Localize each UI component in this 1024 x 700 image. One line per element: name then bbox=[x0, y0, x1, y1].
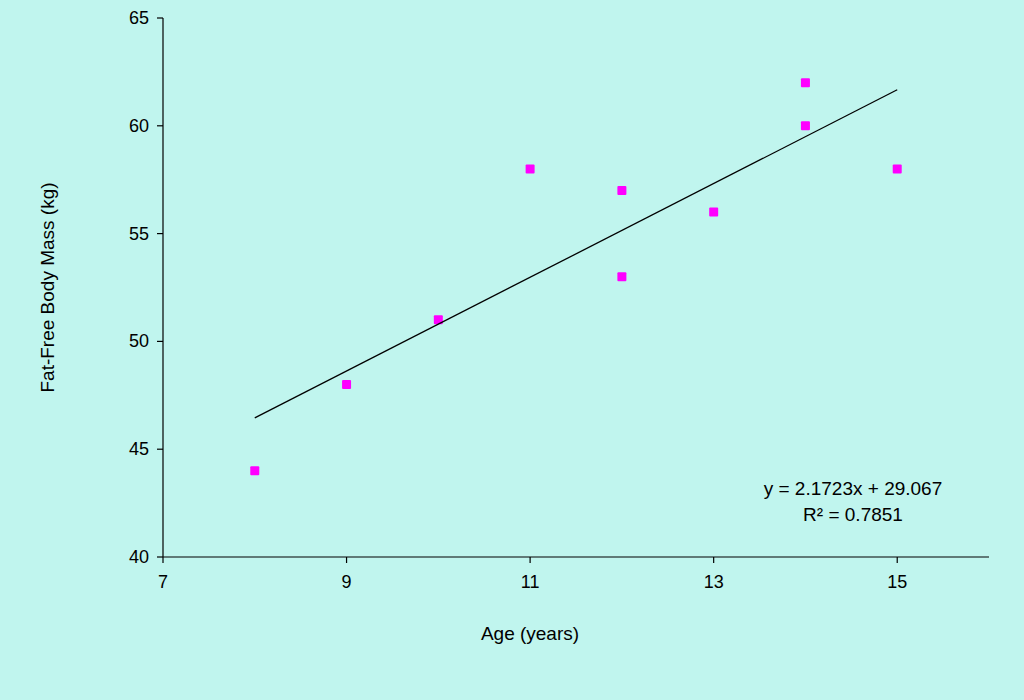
x-tick bbox=[897, 557, 898, 563]
x-tick-label: 13 bbox=[704, 572, 724, 592]
y-tick-label: 65 bbox=[129, 8, 149, 28]
plot-marks bbox=[250, 78, 901, 475]
data-point bbox=[801, 78, 810, 87]
x-tick bbox=[346, 557, 347, 563]
trend-line bbox=[255, 90, 897, 418]
data-point bbox=[801, 121, 810, 130]
x-tick bbox=[162, 557, 163, 563]
y-tick-label: 50 bbox=[129, 331, 149, 351]
y-tick bbox=[157, 125, 163, 126]
data-point bbox=[342, 380, 351, 389]
x-axis bbox=[163, 556, 989, 557]
x-tick-label: 15 bbox=[887, 572, 907, 592]
annotation: R² = 0.7851 bbox=[803, 504, 903, 525]
y-axis-label: Fat-Free Body Mass (kg) bbox=[37, 182, 58, 392]
chart: 7 9 11 13 15 40 45 50 55 60 65 Age (years) Fat-Free … bbox=[0, 0, 1024, 700]
data-point bbox=[526, 164, 535, 173]
x-tick-label: 7 bbox=[158, 572, 168, 592]
data-point bbox=[617, 272, 626, 281]
x-tick bbox=[713, 557, 714, 563]
x-tick-label: 11 bbox=[521, 572, 540, 592]
y-tick bbox=[157, 17, 163, 18]
y-tick-label: 55 bbox=[129, 224, 149, 244]
annotation: y = 2.1723x + 29.067 bbox=[764, 478, 943, 499]
x-axis-label: Age (years) bbox=[481, 623, 579, 644]
y-tick-label: 45 bbox=[129, 439, 149, 459]
y-tick-label: 40 bbox=[129, 547, 149, 567]
x-tick-label: 9 bbox=[342, 572, 352, 592]
data-point bbox=[709, 208, 718, 217]
data-point bbox=[617, 186, 626, 195]
y-tick bbox=[157, 341, 163, 342]
y-tick-label: 60 bbox=[129, 116, 149, 136]
x-tick bbox=[530, 557, 531, 563]
y-tick bbox=[157, 233, 163, 234]
y-axis bbox=[162, 18, 163, 557]
background bbox=[0, 0, 1024, 700]
data-point bbox=[250, 466, 259, 475]
y-tick bbox=[157, 449, 163, 450]
y-tick bbox=[157, 556, 163, 557]
data-point bbox=[893, 164, 902, 173]
